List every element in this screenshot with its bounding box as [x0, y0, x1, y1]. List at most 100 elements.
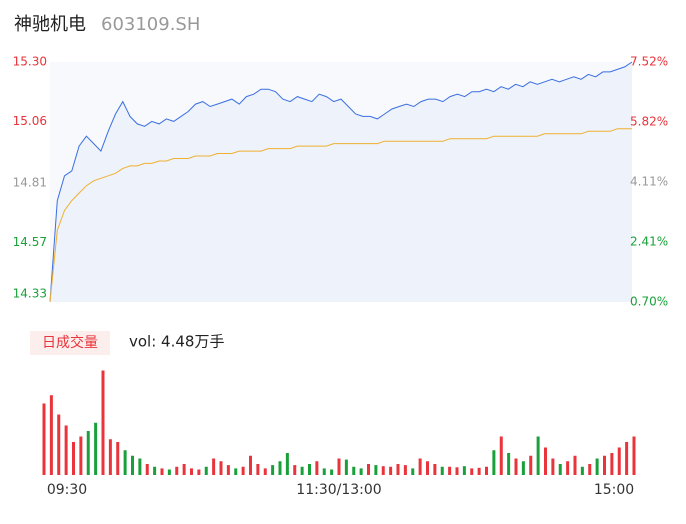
- volume-bar: [86, 431, 90, 475]
- volume-bar: [558, 464, 562, 475]
- volume-bar: [580, 466, 584, 475]
- volume-bar: [138, 458, 142, 475]
- volume-bar: [440, 466, 444, 475]
- volume-bar: [315, 461, 319, 475]
- volume-bar: [344, 459, 348, 475]
- volume-bar: [514, 458, 518, 475]
- volume-bar: [123, 450, 127, 475]
- volume-bar: [529, 455, 533, 475]
- volume-bar: [167, 469, 171, 475]
- volume-bar: [293, 465, 297, 475]
- volume-bar: [175, 466, 179, 475]
- x-tick-label: 09:30: [47, 482, 87, 498]
- y-tick-label: 14.57: [13, 235, 47, 249]
- volume-bar: [197, 469, 201, 475]
- x-tick-label: 11:30/13:00: [296, 482, 381, 498]
- volume-bar: [381, 466, 385, 475]
- volume-bar: [367, 464, 370, 475]
- volume-bar: [632, 436, 636, 475]
- stock-code: 603109.SH: [101, 14, 200, 35]
- volume-bar: [241, 466, 245, 475]
- volume-bar: [190, 468, 193, 475]
- volume-bar: [330, 469, 334, 475]
- y2-tick-label: 4.11%: [630, 175, 668, 189]
- volume-bar: [57, 414, 61, 475]
- volume-bar: [278, 461, 282, 475]
- volume-bar: [566, 461, 570, 475]
- volume-bar: [308, 464, 311, 475]
- volume-bar: [182, 464, 186, 475]
- volume-bar: [256, 464, 260, 475]
- y-tick-label: 15.06: [13, 114, 47, 128]
- volume-bar: [588, 464, 592, 475]
- volume-bar: [300, 466, 304, 475]
- volume-tag-bg: [30, 331, 110, 355]
- volume-bar: [617, 447, 621, 475]
- price-area: [50, 62, 632, 302]
- volume-bar: [411, 468, 415, 475]
- volume-bar: [455, 467, 459, 475]
- y2-tick-label: 2.41%: [630, 234, 668, 248]
- volume-bar: [507, 453, 511, 475]
- volume-bar: [418, 458, 422, 475]
- volume-bar: [470, 468, 474, 475]
- volume-bar: [49, 395, 53, 475]
- volume-bar: [448, 466, 452, 475]
- volume-tag: 日成交量: [42, 334, 98, 351]
- volume-bar: [212, 458, 216, 475]
- volume-bar: [116, 442, 120, 475]
- volume-bar: [145, 464, 149, 475]
- volume-bar: [234, 468, 238, 475]
- volume-bar: [485, 466, 488, 475]
- price-line: [49, 61, 633, 303]
- stock-name: 神驰机电: [14, 14, 86, 35]
- y2-tick-label: 0.70%: [630, 295, 668, 309]
- volume-total: vol: 4.48万手: [129, 333, 224, 351]
- volume-bar: [499, 436, 503, 475]
- x-tick-label: 15:00: [594, 482, 634, 498]
- volume-bar: [160, 468, 164, 475]
- y-tick-label: 14.81: [13, 176, 47, 190]
- volume-bar: [551, 458, 555, 475]
- volume-bar: [64, 425, 68, 475]
- volume-bar: [94, 422, 98, 475]
- volume-bar: [536, 436, 540, 475]
- volume-bar: [521, 461, 525, 475]
- volume-bar: [72, 442, 75, 475]
- volume-bar: [403, 465, 407, 475]
- plot-background: [50, 62, 632, 302]
- volume-bar: [263, 468, 267, 475]
- volume-bar: [433, 464, 437, 475]
- volume-bar: [352, 466, 356, 475]
- volume-bar: [426, 461, 429, 475]
- volume-bar: [226, 465, 230, 475]
- volume-bar: [153, 466, 157, 475]
- y2-tick-label: 7.52%: [630, 55, 668, 69]
- volume-bar: [271, 465, 275, 475]
- volume-bar: [544, 447, 547, 475]
- volume-bar: [462, 466, 466, 475]
- volume-bar: [337, 458, 341, 475]
- volume-bar: [131, 455, 134, 475]
- volume-bar: [389, 466, 393, 475]
- volume-bar: [625, 442, 629, 475]
- volume-bar: [219, 461, 223, 475]
- volume-bar: [204, 466, 208, 475]
- average-line: [49, 128, 632, 303]
- volume-bar: [79, 436, 83, 475]
- volume-bar: [374, 465, 378, 475]
- volume-bar: [610, 453, 614, 475]
- volume-bar: [603, 455, 606, 475]
- volume-bar: [42, 403, 46, 475]
- volume-bar: [492, 450, 496, 475]
- y-tick-label: 14.33: [13, 287, 47, 301]
- volume-bar: [359, 468, 363, 475]
- volume-bar: [595, 458, 599, 475]
- volume-bar: [101, 370, 105, 475]
- volume-bar: [108, 439, 112, 475]
- volume-bar: [249, 455, 252, 475]
- volume-bar: [477, 467, 481, 475]
- y-tick-label: 15.30: [13, 55, 47, 69]
- volume-bar: [573, 455, 577, 475]
